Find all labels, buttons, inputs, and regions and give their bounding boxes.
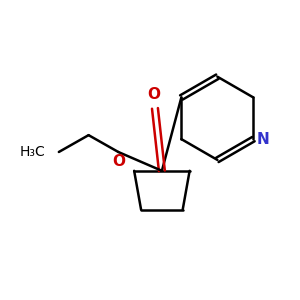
Text: O: O: [148, 87, 160, 102]
Text: N: N: [256, 132, 269, 147]
Text: O: O: [112, 154, 125, 169]
Text: H₃C: H₃C: [19, 145, 45, 159]
